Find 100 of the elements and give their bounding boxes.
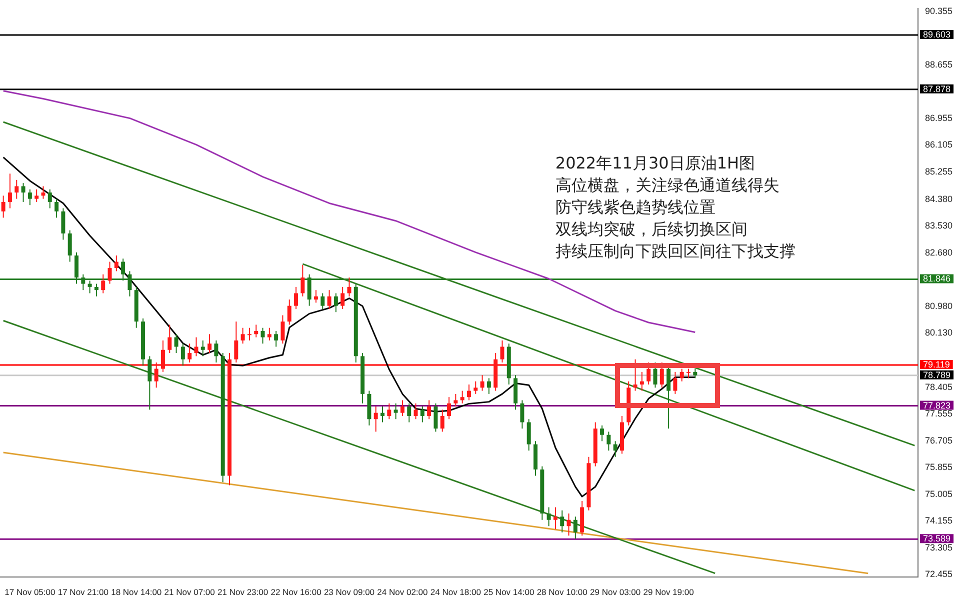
candlestick [420, 406, 424, 423]
candlestick [660, 362, 664, 388]
candlestick [546, 506, 551, 527]
candlestick [260, 327, 265, 344]
candlestick [693, 368, 698, 379]
candlestick [573, 516, 578, 540]
x-tick-label: 17 Nov 21:00 [58, 587, 109, 598]
candlestick [633, 358, 638, 392]
candlestick [427, 400, 432, 420]
y-tick-label: 77.555 [925, 408, 953, 419]
y-tick-label: 75.005 [925, 488, 953, 499]
y-tick-label: 72.455 [925, 569, 953, 580]
candlestick [673, 371, 678, 394]
candlestick [14, 179, 19, 200]
candlestick [280, 314, 285, 344]
candlestick [114, 254, 118, 272]
candlestick [287, 299, 292, 326]
candlestick [267, 327, 272, 341]
ref-line-label: 87.878 [923, 84, 951, 94]
annotation: 高位横盘，关注绿色通道线得失 [555, 176, 780, 195]
candlestick [300, 264, 305, 297]
candlestick [234, 321, 238, 363]
x-tick-label: 23 Nov 09:00 [324, 587, 375, 598]
candlestick [68, 230, 72, 262]
y-tick-label: 76.705 [925, 435, 953, 446]
candlestick [486, 378, 491, 394]
x-tick-label: 29 Nov 19:00 [643, 587, 694, 598]
ref-line-label: 89.603 [923, 30, 951, 40]
candlestick [680, 368, 684, 382]
candlestick [247, 327, 252, 341]
candlestick [686, 368, 690, 379]
y-tick-label: 78.405 [925, 382, 953, 392]
candlestick [208, 334, 212, 354]
candlestick [606, 431, 611, 452]
ref-line-label: 73.589 [923, 534, 951, 544]
candlestick [28, 188, 32, 206]
candlestick [274, 330, 278, 348]
candlestick [400, 400, 404, 416]
x-tick-label: 24 Nov 02:00 [377, 587, 428, 598]
y-tick-label: 80.980 [925, 300, 953, 311]
candlestick [460, 390, 464, 404]
y-tick-label: 80.130 [925, 328, 953, 338]
ref-line-label: 79.119 [923, 360, 950, 370]
candlestick [500, 340, 504, 363]
candlestick [8, 173, 12, 209]
x-tick-label: 17 Nov 05:00 [4, 587, 56, 598]
x-tick-label: 24 Nov 18:00 [430, 587, 482, 598]
candlestick [387, 402, 392, 420]
y-tick-label: 75.855 [925, 462, 953, 472]
candlestick [394, 402, 398, 420]
candlestick [101, 274, 106, 294]
x-tick-label: 25 Nov 14:00 [484, 587, 534, 598]
candlestick [168, 324, 172, 354]
y-tick-label: 82.680 [925, 247, 953, 258]
annotation: 2022年11月30日原油1H图 [555, 154, 756, 173]
candlestick [380, 406, 384, 423]
candlestick [613, 440, 618, 458]
candlestick [374, 406, 378, 432]
candlestick [294, 286, 298, 310]
candlestick [474, 380, 478, 394]
y-tick-label: 86.105 [925, 140, 953, 150]
candlestick [154, 362, 158, 388]
x-tick-label: 18 Nov 14:00 [111, 587, 162, 598]
candlestick [640, 371, 644, 392]
candlestick [174, 334, 178, 354]
candlestick [94, 283, 98, 297]
y-tick-label: 73.305 [925, 542, 953, 552]
candlestick [160, 340, 165, 372]
ref-line-label: 77.823 [923, 400, 951, 410]
candlestick [646, 362, 651, 385]
candlestick [440, 409, 444, 432]
candlestick [320, 292, 325, 310]
y-tick-label: 83.530 [925, 220, 953, 231]
candlestick [314, 290, 318, 304]
candlestick [327, 290, 332, 310]
x-tick-label: 21 Nov 23:00 [218, 587, 268, 598]
candlestick [526, 418, 531, 452]
candlestick [347, 276, 352, 297]
annotation: 防守线紫色趋势线位置 [555, 198, 716, 217]
candlestick [214, 340, 218, 363]
candlestick [340, 286, 345, 310]
candlestick [666, 365, 671, 430]
y-tick-label: 84.380 [925, 194, 953, 204]
candlestick [180, 343, 185, 366]
x-tick-label: 21 Nov 07:00 [164, 587, 216, 598]
ref-line-label: 78.789 [923, 370, 951, 380]
candlestick [41, 186, 46, 200]
y-tick-label: 74.155 [925, 516, 953, 526]
candlestick [188, 343, 192, 363]
x-tick-label: 29 Nov 03:00 [590, 587, 641, 598]
candlestick [1, 195, 6, 218]
candlestick [61, 208, 66, 240]
annotation: 双线均突破，后续切换区间 [555, 220, 748, 239]
candlestick [466, 384, 471, 401]
candlestick [194, 336, 198, 357]
candlestick [21, 182, 26, 202]
candlestick [434, 402, 438, 432]
candlestick [200, 340, 205, 357]
candlestick [520, 400, 524, 430]
candlestick [414, 402, 418, 420]
